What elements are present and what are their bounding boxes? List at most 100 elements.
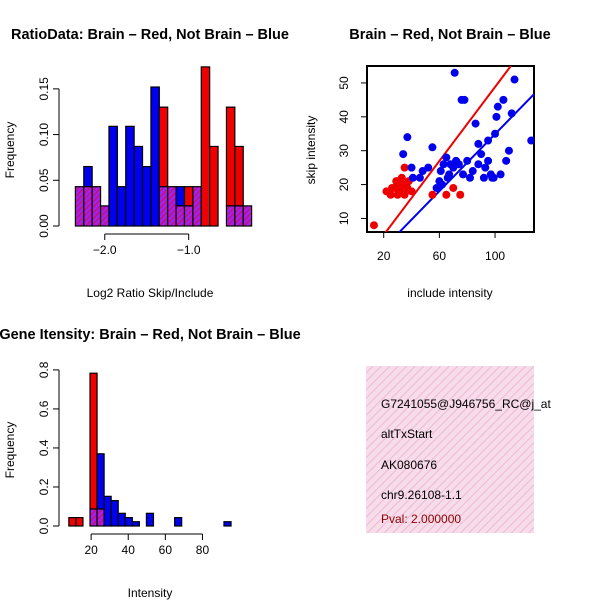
intensity-x-tick-label: 20: [84, 543, 98, 557]
scatter-point-not-brain: [424, 163, 433, 172]
ratio-bar-overlap: [74, 186, 85, 227]
ratio-bar-brain: [158, 106, 169, 188]
scatter-point-not-brain: [484, 156, 493, 165]
scatter-point-not-brain: [468, 167, 477, 176]
intensity-bars: [68, 372, 232, 527]
probe-id: G7241055@J946756_RC@j_at: [381, 397, 551, 411]
ratio-y-tick-label: 0.05: [37, 168, 51, 192]
scatter-point-not-brain: [477, 150, 486, 159]
ratio-bar-overlap: [158, 186, 169, 227]
scatter-point-not-brain: [507, 109, 516, 118]
ratio-histogram: RatioData: Brain – Red, Not Brain – Blue…: [3, 27, 289, 300]
ratio-y-tick-label: 0.15: [37, 77, 51, 101]
intensity-x-axis-label: Intensity: [128, 586, 173, 600]
scatter-point-brain: [400, 163, 409, 172]
ratio-bar-brain: [234, 145, 244, 207]
ratio-bar-overlap: [192, 186, 202, 227]
ratio-y-tick-label: 0.10: [37, 123, 51, 147]
scatter-point-not-brain: [439, 160, 448, 169]
scatter-point-not-brain: [428, 143, 437, 152]
scatter-point-not-brain: [463, 156, 472, 165]
scatter-marks: [369, 66, 534, 232]
info-panel: G7241055@J946756_RC@j_at altTxStart AK08…: [366, 366, 551, 533]
intensity-bar-brain: [68, 517, 77, 527]
ratio-bar-not-brain: [150, 86, 160, 227]
intensity-bar-not-brain: [124, 517, 133, 527]
ratio-bar-overlap: [242, 205, 253, 227]
ratio-bar-brain: [183, 186, 194, 207]
intensity-y-tick-label: 0.6: [37, 400, 51, 417]
scatter-point-not-brain: [454, 160, 463, 169]
ratio-bar-overlap: [91, 186, 102, 227]
scatter-point-brain: [456, 190, 465, 199]
scatter-x-tick-label: 20: [377, 249, 391, 263]
scatter-point-brain: [442, 190, 451, 199]
intensity-bar-not-brain: [117, 512, 126, 527]
scatter-point-not-brain: [407, 163, 416, 172]
intensity-bar-not-brain: [174, 517, 183, 527]
scatter-point-not-brain: [459, 170, 468, 179]
ratio-bar-overlap: [234, 205, 244, 227]
scatter-point-not-brain: [489, 173, 498, 182]
scatter-point-not-brain: [499, 95, 508, 104]
scatter-point-brain: [386, 190, 395, 199]
intensity-x-tick-label: 80: [196, 543, 210, 557]
event-type: altTxStart: [381, 427, 433, 441]
scatter-chart-title: Brain – Red, Not Brain – Blue: [349, 27, 550, 43]
intensity-bar-not-brain: [103, 495, 112, 527]
scatter-point-not-brain: [527, 136, 534, 145]
scatter-y-axis-label: skip intensity: [304, 116, 318, 185]
intensity-y-axis-label: Frequency: [3, 422, 17, 479]
scatter-point-not-brain: [443, 173, 452, 182]
ratio-bar-not-brain: [141, 165, 152, 227]
scatter-point-brain: [407, 187, 416, 196]
scatter-point-not-brain: [474, 160, 483, 169]
ratio-bars: [74, 66, 253, 227]
intensity-scatter: Brain – Red, Not Brain – Blue include in…: [304, 27, 551, 300]
scatter-y-tick-label: 40: [337, 110, 351, 124]
scatter-point-not-brain: [436, 167, 445, 176]
scatter-point-not-brain: [450, 68, 459, 77]
scatter-y-tick-label: 30: [337, 144, 351, 158]
intensity-y-tick-label: 0.0: [37, 517, 51, 534]
intensity-chart-title: Gene Itensity: Brain – Red, Not Brain – …: [0, 327, 301, 343]
intensity-bar-not-brain: [145, 512, 155, 527]
scatter-point-not-brain: [471, 119, 480, 128]
ratio-bar-not-brain: [125, 125, 135, 227]
scatter-point-not-brain: [504, 146, 513, 155]
intensity-x-tick-label: 60: [159, 543, 173, 557]
scatter-plot-frame: [366, 65, 535, 233]
intensity-bar-not-brain: [110, 500, 119, 527]
scatter-point-brain: [369, 221, 378, 230]
intensity-bar-brain: [89, 372, 98, 510]
scatter-point-not-brain: [465, 173, 474, 182]
ratio-x-axis-label: Log2 Ratio Skip/Include: [87, 286, 214, 300]
intensity-y-tick-label: 0.4: [37, 439, 51, 456]
intensity-bar-not-brain: [96, 453, 105, 510]
scatter-point-not-brain: [415, 173, 424, 182]
intensity-y-tick-label: 0.2: [37, 478, 51, 495]
intensity-bar-not-brain: [131, 521, 140, 527]
genomic-location: chr9.26108-1.1: [381, 488, 462, 502]
intensity-y-axis: 0.0 0.2 0.4 0.6 0.8: [37, 361, 60, 534]
scatter-point-not-brain: [408, 173, 417, 182]
scatter-y-tick-label: 10: [337, 211, 351, 225]
scatter-x-axis: 20 60 100: [377, 232, 505, 263]
scatter-point-not-brain: [474, 139, 483, 148]
scatter-point-brain: [428, 190, 437, 199]
ratio-bar-not-brain: [133, 145, 144, 227]
intensity-bar-overlap: [89, 508, 98, 527]
ratio-x-axis: −2.0 −1.0: [93, 233, 201, 257]
ratio-y-axis: 0.00 0.05 0.10 0.15: [37, 77, 60, 238]
scatter-point-brain: [388, 183, 397, 192]
ratio-bar-overlap: [83, 186, 93, 227]
intensity-bar-not-brain: [223, 521, 232, 527]
scatter-x-tick-label: 100: [485, 249, 505, 263]
ratio-bar-brain: [200, 66, 211, 227]
ratio-bar-not-brain: [175, 186, 186, 207]
ratio-x-tick-label: −1.0: [177, 243, 201, 257]
ratio-bar-not-brain: [116, 186, 127, 227]
ratio-bar-overlap: [99, 205, 110, 227]
scatter-point-brain: [400, 190, 409, 199]
scatter-point-brain: [393, 190, 402, 199]
